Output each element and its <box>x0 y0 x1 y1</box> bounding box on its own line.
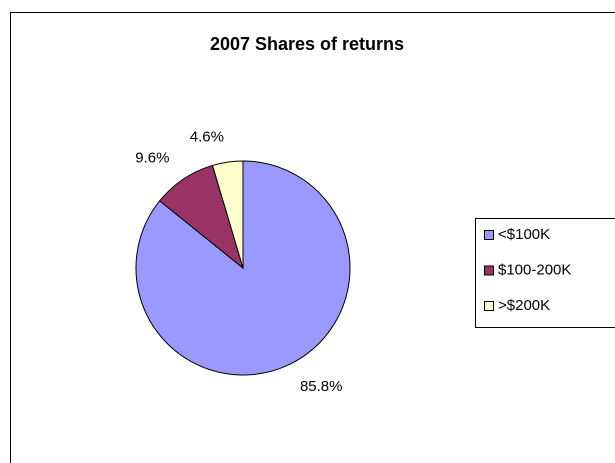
legend-box <box>475 218 615 328</box>
data-label: 4.6% <box>190 128 224 145</box>
legend-swatch <box>484 301 494 311</box>
legend-label: <$100K <box>498 226 550 243</box>
chart-title: 2007 Shares of returns <box>210 34 404 54</box>
legend-swatch <box>484 230 494 240</box>
data-label: 85.8% <box>300 378 343 395</box>
legend-label: $100-200K <box>498 261 571 278</box>
pie-slice <box>211 160 244 269</box>
data-label: 9.6% <box>135 149 169 166</box>
legend-label: >$200K <box>498 297 550 314</box>
legend-swatch <box>484 265 494 276</box>
